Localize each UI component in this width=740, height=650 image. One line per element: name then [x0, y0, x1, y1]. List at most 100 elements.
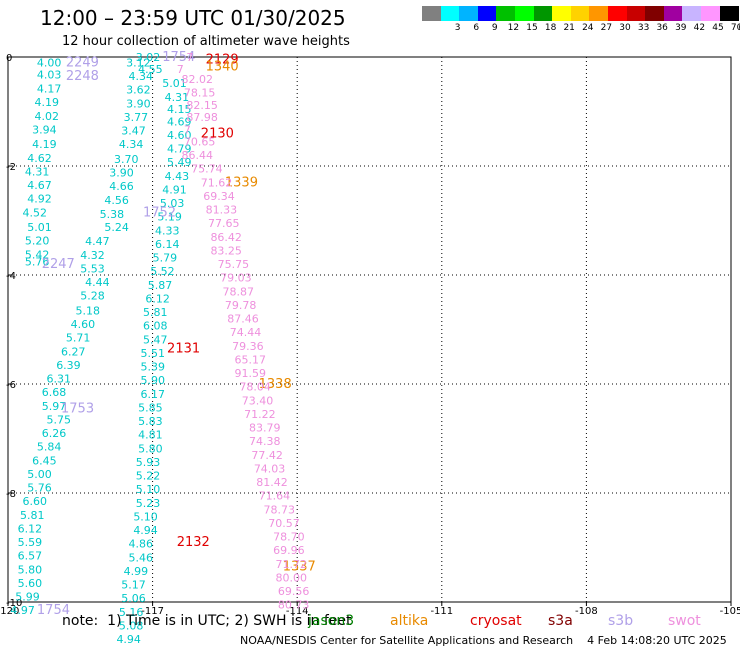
wave-height-label: 5.00: [27, 468, 51, 481]
wave-height-label: 71.62: [201, 176, 233, 189]
legend-item-jason3: jason3: [308, 613, 355, 629]
wave-height-label: 4.00: [37, 56, 62, 69]
wave-height-label: 6.12: [18, 522, 43, 535]
scale-label: 15: [526, 23, 538, 33]
y-tick-label: -2: [6, 162, 16, 173]
wave-height-label: 1337: [283, 560, 316, 575]
wave-height-label: 3.02: [136, 51, 161, 64]
wave-height-label: 1339: [225, 175, 258, 190]
scale-swatch: [645, 6, 665, 21]
wave-height-label: 3.77: [124, 111, 148, 124]
wave-height-label: 81.33: [206, 204, 238, 217]
scale-swatch: [477, 6, 497, 21]
wave-height-label: 2130: [201, 126, 234, 141]
wave-height-label: 6.17: [141, 388, 166, 401]
scale-label: 3: [454, 23, 461, 33]
wave-height-label: 83.25: [210, 244, 242, 257]
wave-height-label: 4.66: [109, 180, 134, 193]
wave-height-label: 7: [186, 51, 193, 64]
wave-height-label: 2249: [66, 55, 99, 70]
grid-lines: [8, 57, 731, 602]
wave-height-label: 5.71: [66, 332, 91, 345]
wave-height-label: 5.76: [25, 255, 50, 268]
legend-item-cryosat: cryosat: [470, 613, 522, 629]
scale-label: 6: [473, 23, 480, 33]
wave-height-label: 5.85: [138, 401, 163, 414]
scale-swatch: [570, 6, 590, 21]
wave-height-label: 4.94: [133, 524, 158, 537]
legend-item-altika: altika: [390, 613, 429, 629]
wave-height-label: 4.03: [37, 68, 62, 81]
wave-height-label: 3.62: [126, 84, 151, 97]
scale-swatch: [422, 6, 441, 21]
scale-swatch: [608, 6, 627, 21]
wave-height-label: 5.20: [25, 235, 50, 248]
wave-height-label: 4.15: [167, 103, 192, 116]
wave-height-label: 4.60: [71, 318, 96, 331]
wave-height-label: 4.47: [85, 235, 110, 248]
legend-item-s3b: s3b: [608, 613, 634, 629]
wave-height-label: 5.23: [136, 497, 161, 510]
wave-height-label: 5.83: [138, 415, 163, 428]
wave-height-label: 79.03: [220, 272, 252, 285]
wave-height-label: 5.76: [27, 482, 51, 495]
wave-height-label: 1753: [61, 402, 94, 417]
wave-height-label: 79.36: [232, 340, 264, 353]
scale-swatch: [682, 6, 702, 21]
wave-height-label: 91.59: [235, 367, 266, 380]
wave-height-label: 5.52: [150, 265, 175, 278]
wave-height-label: 75.75: [218, 258, 250, 271]
wave-height-label: 5.59: [18, 536, 43, 549]
wave-height-label: 5.80: [138, 442, 163, 455]
wave-height-label: 5.99: [15, 591, 40, 604]
wave-height-label: 7: [177, 63, 184, 76]
x-tick-label: -105: [720, 606, 740, 617]
wave-height-label: 3.12: [126, 56, 151, 69]
wave-height-label: 5.80: [18, 563, 43, 576]
wave-height-label: 6.27: [61, 345, 86, 358]
wave-height-label: 4.62: [27, 152, 51, 165]
wave-height-label: 3.90: [109, 167, 134, 180]
wave-height-label: 5.08: [119, 619, 144, 632]
wave-height-label: 5.53: [80, 262, 105, 275]
wave-height-label: 73.40: [242, 394, 274, 407]
wave-height-label: 5.42: [25, 248, 50, 261]
scale-label: 27: [600, 23, 613, 33]
x-tick-label: -114: [286, 606, 309, 617]
wave-height-label: 6.14: [155, 238, 180, 251]
wave-height-label: 78.73: [263, 503, 295, 516]
wave-height-label: 87.98: [186, 111, 218, 124]
wave-height-label: 4.55: [138, 63, 163, 76]
wave-height-label: 4.56: [104, 194, 128, 207]
wave-height-label: 4.81: [138, 429, 163, 442]
wave-height-label: 2129: [206, 53, 239, 68]
wave-height-label: 4.31: [25, 165, 50, 178]
scale-swatch: [626, 6, 646, 21]
scale-label: 18: [544, 23, 557, 33]
wave-height-label: 6.39: [56, 359, 80, 372]
wave-height-label: 5.22: [136, 470, 161, 483]
wave-height-label: 6.60: [22, 495, 47, 508]
wave-height-label: 4.86: [129, 538, 154, 551]
wave-height-label: 5.39: [141, 361, 166, 374]
wave-height-label: 69.34: [203, 190, 235, 203]
wave-height-label: 5.03: [160, 197, 185, 210]
wave-height-label: 5.28: [80, 290, 105, 303]
wave-height-label: 2247: [42, 257, 75, 272]
wave-height-label: 6.26: [42, 427, 67, 440]
wave-height-label: 5.81: [20, 509, 45, 522]
wave-height-label: 71.64: [259, 490, 291, 503]
wave-height-label: 70.57: [268, 517, 300, 530]
x-tick-label: -108: [575, 606, 598, 617]
wave-height-label: 1340: [206, 59, 239, 74]
wave-height-label: 77.65: [208, 217, 240, 230]
wave-height-label: 6.08: [143, 320, 168, 333]
scale-swatch: [552, 6, 572, 21]
wave-height-label: 65.17: [235, 353, 266, 366]
wave-height-label: 69.56: [278, 585, 310, 598]
wave-height-label: 5.18: [75, 304, 100, 317]
wave-height-label: 5.01: [27, 221, 51, 234]
scale-label: 33: [637, 23, 650, 33]
wave-height-label: 5.24: [104, 221, 128, 234]
